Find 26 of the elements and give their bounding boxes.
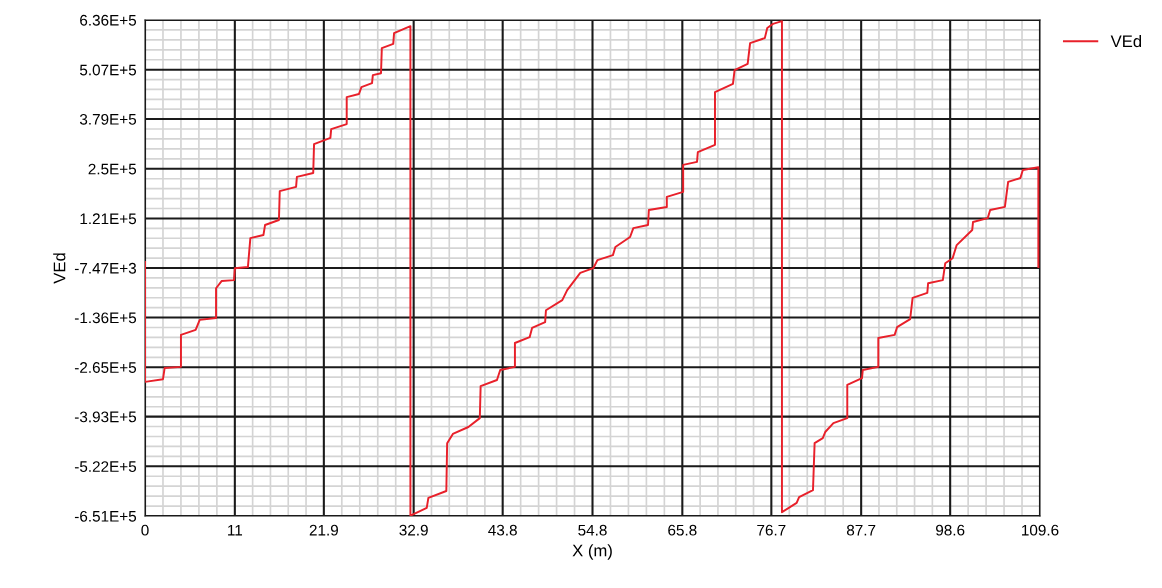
y-tick-label: -7.47E+3: [74, 262, 137, 274]
x-tick-label: 0: [141, 524, 149, 536]
y-tick-label: -5.22E+5: [74, 461, 137, 472]
y-tick-label: -1.36E+5: [74, 312, 137, 324]
y-axis-title: VEd: [53, 253, 66, 284]
x-tick-label: 65.8: [668, 524, 697, 536]
x-tick-label: 54.8: [578, 524, 607, 536]
x-tick-label: 98.6: [936, 524, 965, 536]
x-tick-label: 87.7: [846, 524, 876, 536]
y-tick-label: -3.93E+5: [74, 411, 137, 423]
x-tick-label: 76.7: [757, 524, 786, 536]
x-tick-label: 11: [228, 524, 243, 536]
x-tick-label: 43.8: [488, 524, 517, 536]
x-tick-label: 32.9: [399, 524, 428, 536]
y-tick-label: 2.5E+5: [88, 163, 137, 175]
y-tick-label: 6.36E+5: [80, 14, 137, 26]
x-tick-label: 109.6: [1022, 524, 1059, 536]
x-tick-label: 21.9: [309, 524, 338, 536]
y-tick-label: -6.51E+5: [74, 510, 137, 522]
y-tick-label: 3.79E+5: [79, 113, 137, 125]
y-tick-label: 5.07E+5: [79, 64, 137, 76]
y-tick-label: -2.65E+5: [74, 362, 137, 373]
line-series: [145, 20, 1040, 517]
x-axis-title: X (m): [572, 544, 612, 560]
legend-label: VEd: [1110, 34, 1142, 48]
y-tick-label: 1.21E+5: [80, 213, 137, 225]
